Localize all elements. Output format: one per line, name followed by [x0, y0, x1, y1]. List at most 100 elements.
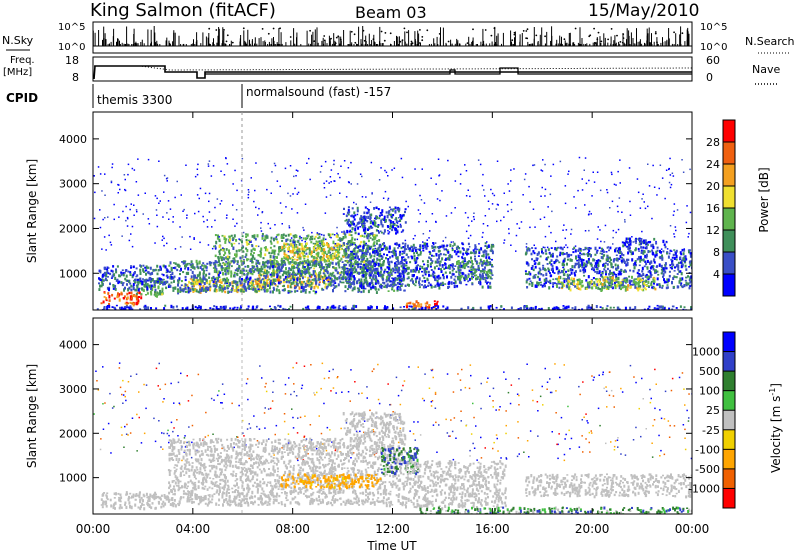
- velocity-y-axis: 1000 2000 3000 4000: [59, 339, 692, 485]
- x-tick-label-4: 16:00: [475, 522, 510, 536]
- frequency-trace: [93, 65, 692, 80]
- nave-trace: [94, 65, 693, 71]
- velocity-colorbar: 1000 500 100 25 -25 -100 -500 -1000: [688, 331, 736, 509]
- velocity-feature-6: [525, 473, 692, 499]
- power-speckle: [93, 156, 692, 253]
- power-feature-7: [342, 206, 407, 236]
- y-tick-label-p-2: 3000: [59, 178, 87, 191]
- velocity-colorbar-frame: [722, 331, 736, 509]
- nave-tick-low: 0: [706, 71, 713, 84]
- power-colorbar-tick-2: 12: [706, 224, 720, 237]
- velocity-colorbar-tick-2: 100: [699, 385, 720, 398]
- power-colorbar-swatch-6: [723, 252, 735, 275]
- freq-tick-high: 18: [65, 54, 79, 67]
- power-feature-14: [621, 237, 668, 250]
- nsky-label: N.Sky: [2, 34, 34, 47]
- time-x-axis: 00:00 04:00 08:00 12:00 16:00 20:00 00:00: [76, 112, 710, 536]
- velocity-colorbar-tick-6: -500: [695, 463, 720, 476]
- velocity-colorbar-swatch-3: [723, 390, 735, 411]
- power-colorbar-tick-5: 24: [706, 158, 720, 171]
- velocity-colorbar-swatch-5: [723, 429, 735, 450]
- velocity-feature-4: [342, 411, 407, 442]
- power-colorbar-swatch-7: [723, 274, 735, 297]
- velocity-colorbar-tick-7: -1000: [688, 482, 720, 495]
- nsearch-tick-low: 10^0: [700, 42, 727, 53]
- power-colorbar-swatch-4: [723, 208, 735, 231]
- power-colorbar-tick-1: 8: [713, 246, 720, 259]
- x-tick-label-5: 20:00: [575, 522, 610, 536]
- power-colorbar-label: Power [dB]: [757, 167, 771, 232]
- velocity-feature-7: [417, 506, 692, 514]
- velocity-colorbar-swatch-1: [723, 351, 735, 372]
- freq-label-line2: [MHz]: [3, 67, 32, 78]
- x-tick-label-6: 00:00: [675, 522, 710, 536]
- beam-title: Beam 03: [355, 3, 427, 22]
- cpid-segment-1: themis 3300: [97, 93, 172, 107]
- velocity-feature-0: [100, 491, 170, 511]
- x-tick-label-2: 08:00: [275, 522, 310, 536]
- velocity-colorbar-tick-0: 1000: [692, 346, 720, 359]
- nsky-panel: [92, 21, 693, 54]
- power-colorbar-swatch-2: [723, 164, 735, 187]
- velocity-feature-5: [405, 460, 507, 510]
- power-colorbar-tick-6: 28: [706, 136, 720, 149]
- y-tick-label-v-2: 3000: [59, 383, 87, 396]
- freq-label-line1: Freq.: [10, 55, 35, 66]
- power-colorbar-tick-3: 16: [706, 202, 720, 215]
- velocity-feature-2: [280, 473, 382, 490]
- frequency-trace-late: [205, 67, 692, 75]
- y-tick-label-p-1: 2000: [59, 222, 87, 235]
- velocity-colorbar-tick-1: 500: [699, 365, 720, 378]
- power-colorbar-swatch-0: [723, 120, 735, 143]
- x-tick-label-1: 04:00: [176, 522, 211, 536]
- x-tick-label-3: 12:00: [375, 522, 410, 536]
- power-feature-0: [100, 291, 143, 307]
- velocity-colorbar-swatch-0: [723, 332, 735, 353]
- freq-panel: [92, 56, 693, 82]
- velocity-colorbar-swatch-8: [723, 488, 735, 509]
- power-feature-6: [280, 242, 345, 263]
- cpid-label: CPID: [6, 91, 38, 105]
- date-title: 15/May/2010: [588, 1, 700, 21]
- power-heatmap: [93, 156, 692, 310]
- nave-tick-high: 60: [706, 54, 720, 67]
- freq-tick-low: 8: [72, 71, 79, 84]
- nsearch-tick-high: 10^5: [700, 22, 727, 33]
- y-tick-label-v-0: 1000: [59, 472, 87, 485]
- velocity-feature-1: [167, 437, 407, 508]
- velocity-xlabel: Time UT: [366, 539, 417, 553]
- nsearch-label: N.Search: [745, 35, 795, 48]
- power-feature-12: [524, 246, 692, 290]
- power-feature-15: [96, 304, 692, 310]
- power-colorbar-tick-4: 20: [706, 180, 720, 193]
- power-feature-11: [455, 259, 494, 281]
- nsky-bars: [92, 26, 692, 47]
- power-feature-13: [555, 275, 657, 292]
- power-ylabel: Slant Range [km]: [25, 159, 39, 263]
- power-feature-2: [98, 264, 170, 292]
- y-tick-label-v-1: 2000: [59, 427, 87, 440]
- velocity-colorbar-swatch-7: [723, 468, 735, 489]
- velocity-colorbar-swatch-2: [723, 371, 735, 392]
- station-title: King Salmon (fitACF): [90, 0, 276, 21]
- power-colorbar-swatch-5: [723, 230, 735, 253]
- nsky-tick-low: 10^0: [58, 42, 85, 53]
- velocity-speckle: [93, 362, 692, 462]
- velocity-heatmap: [93, 362, 692, 514]
- power-colorbar-swatch-1: [723, 142, 735, 165]
- power-feature-9: [343, 242, 495, 290]
- x-tick-label-0: 00:00: [76, 522, 111, 536]
- cpid-segment-2: normalsound (fast) -157: [246, 85, 391, 99]
- velocity-colorbar-tick-5: -100: [695, 443, 720, 456]
- nsky-tick-high: 10^5: [58, 22, 85, 33]
- velocity-colorbar-label: Velocity [m s-1]: [768, 383, 783, 473]
- nave-label: Nave: [752, 63, 780, 76]
- y-tick-label-p-0: 1000: [59, 267, 87, 280]
- velocity-ylabel: Slant Range [km]: [25, 364, 39, 468]
- velocity-colorbar-swatch-4: [723, 410, 735, 431]
- power-feature-10: [405, 300, 439, 309]
- power-colorbar-swatch-3: [723, 186, 735, 209]
- power-y-axis: 1000 2000 3000 4000: [59, 133, 692, 280]
- velocity-colorbar-swatch-6: [723, 449, 735, 470]
